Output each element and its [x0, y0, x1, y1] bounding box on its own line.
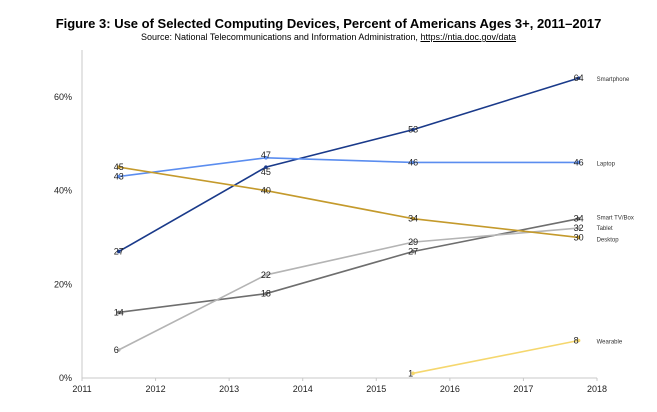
data-label-laptop: 46 [408, 157, 418, 167]
legend-label-tablet: Tablet [597, 226, 613, 232]
data-point-tablet [264, 273, 268, 277]
data-point-desktop [576, 235, 581, 240]
data-point-laptop [264, 155, 268, 160]
data-label-wearable: 1 [408, 368, 413, 378]
x-tick-label: 2018 [587, 384, 607, 394]
data-point-smart-tv-box [264, 291, 268, 296]
data-point-smartphone [411, 127, 415, 132]
data-label-desktop: 45 [114, 162, 124, 172]
legend-label-smartphone: Smartphone [597, 77, 630, 83]
x-tick-label: 2017 [513, 384, 533, 394]
data-label-laptop: 47 [261, 150, 271, 160]
data-point-smartphone [576, 76, 581, 80]
data-label-desktop: 34 [408, 214, 418, 224]
data-label-tablet: 32 [574, 223, 584, 233]
data-point-tablet [576, 226, 581, 230]
data-label-desktop: 30 [574, 232, 584, 242]
data-label-smart-tv-box: 14 [114, 307, 124, 317]
data-label-smartphone: 53 [408, 125, 418, 135]
data-label-smart-tv-box: 34 [574, 214, 584, 224]
data-point-smart-tv-box [411, 249, 415, 254]
chart-subtitle-text: Source: National Telecommunications and … [140, 32, 418, 42]
data-point-tablet [411, 240, 415, 244]
data-label-smartphone: 64 [574, 73, 584, 83]
data-label-tablet: 22 [261, 270, 271, 280]
series-line-wearable [412, 339, 579, 375]
data-point-wearable [576, 338, 581, 343]
data-point-laptop [116, 174, 121, 179]
data-label-smart-tv-box: 27 [408, 246, 418, 256]
y-tick-label: 0% [59, 373, 72, 383]
data-label-laptop: 43 [114, 172, 124, 182]
data-point-smartphone [116, 249, 121, 254]
data-label-desktop: 40 [261, 186, 271, 196]
legend-label-laptop: Laptop [597, 161, 616, 167]
chart-title: Figure 3: Use of Selected Computing Devi… [55, 16, 602, 31]
y-tick-label: 20% [54, 279, 72, 289]
y-tick-label: 40% [54, 186, 72, 196]
data-label-wearable: 8 [574, 336, 579, 346]
source-link[interactable]: https://ntia.doc.gov/data [420, 32, 517, 42]
data-point-wearable [411, 371, 415, 376]
data-label-tablet: 29 [408, 237, 418, 247]
data-label-smartphone: 27 [114, 246, 124, 256]
legend-label-desktop: Desktop [597, 237, 620, 243]
series-line-smart-tv-box [118, 217, 579, 314]
data-point-desktop [411, 216, 415, 221]
x-tick-label: 2011 [72, 384, 91, 394]
data-point-smartphone [264, 165, 268, 169]
data-label-tablet: 6 [114, 345, 119, 355]
x-tick-label: 2013 [219, 384, 239, 394]
data-label-smart-tv-box: 18 [261, 289, 271, 299]
data-label-smartphone: 45 [261, 167, 271, 177]
legend-label-wearable: Wearable [597, 340, 623, 346]
data-point-desktop [264, 188, 268, 193]
data-point-smart-tv-box [576, 216, 581, 221]
data-point-smart-tv-box [116, 310, 121, 315]
series-line-smartphone [118, 77, 579, 253]
series-line-desktop [118, 166, 579, 239]
x-tick-label: 2016 [440, 384, 460, 394]
data-point-tablet [116, 348, 121, 352]
legend-label-smart-tv-box: Smart TV/Box [597, 216, 634, 222]
x-tick-label: 2014 [293, 384, 313, 394]
data-label-laptop: 46 [574, 157, 584, 167]
data-point-desktop [116, 165, 121, 169]
chart-subtitle: Source: National Telecommunications and … [0, 32, 657, 42]
series-line-laptop [118, 156, 579, 178]
y-tick-label: 60% [54, 92, 72, 102]
data-point-laptop [411, 160, 415, 165]
data-point-laptop [576, 160, 581, 165]
series-line-tablet [118, 227, 579, 351]
x-tick-label: 2015 [366, 384, 386, 394]
x-tick-label: 2012 [146, 384, 166, 394]
